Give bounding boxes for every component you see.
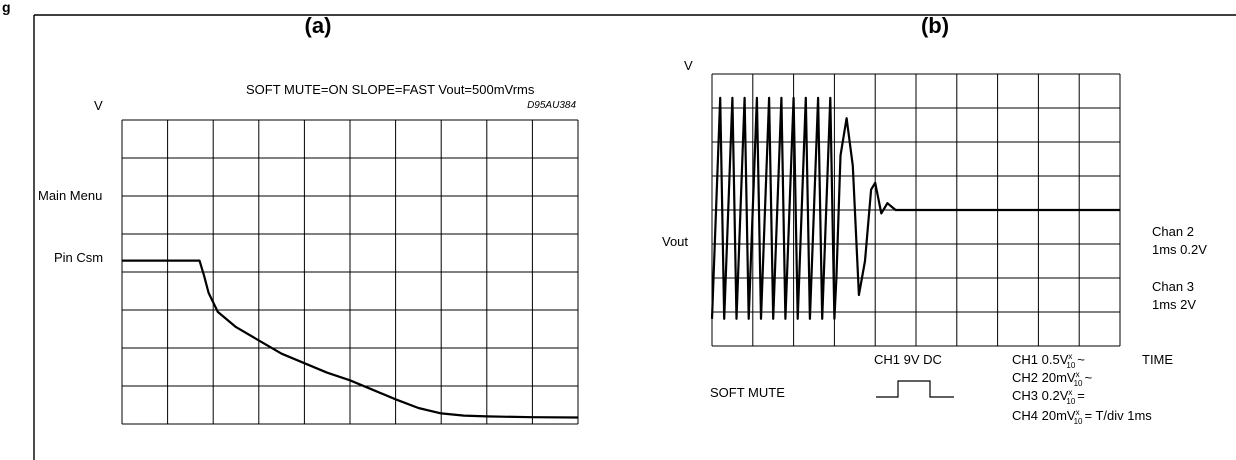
channel-setting-4: CH4 20mVx 10 = T/div 1ms xyxy=(1012,408,1152,426)
fig-corner-fragment: g xyxy=(2,0,11,15)
ch1-trigger-label: CH1 9V DC xyxy=(874,352,942,367)
panel-b-label: (b) xyxy=(921,13,949,38)
panel-a-main-menu-label: Main Menu xyxy=(38,188,102,203)
channel-setting-3: CH3 0.2Vx 10 = xyxy=(1012,388,1085,406)
panel-b-y-label: V xyxy=(684,58,693,73)
panel-b-chan2-label: Chan 2 xyxy=(1152,224,1194,239)
panel-b: (b) V Vout Chan 2 1ms 0.2V Chan 3 1ms 2V… xyxy=(662,13,1207,426)
panel-b-trace xyxy=(710,96,1120,320)
panel-b-chan3-setting: 1ms 2V xyxy=(1152,297,1196,312)
channel-settings: CH1 0.5Vx 10 ~ CH2 20mVx 10 ~ CH3 0.2Vx 10 = C… xyxy=(1012,352,1152,426)
panel-a-trace xyxy=(122,259,579,419)
soft-mute-pulse xyxy=(876,380,954,398)
channel-setting-1: CH1 0.5Vx 10 ~ xyxy=(1012,352,1085,370)
panel-a-title: SOFT MUTE=ON SLOPE=FAST Vout=500mVrms xyxy=(246,82,535,97)
panel-a-y-label: V xyxy=(94,98,103,113)
panel-b-chan2-setting: 1ms 0.2V xyxy=(1152,242,1207,257)
panel-b-vout-label: Vout xyxy=(662,234,688,249)
panel-b-chan3-label: Chan 3 xyxy=(1152,279,1194,294)
time-label: TIME xyxy=(1142,352,1173,367)
panel-a-label: (a) xyxy=(305,13,332,38)
soft-mute-label: SOFT MUTE xyxy=(710,385,785,400)
panel-a-pin-csm-label: Pin Csm xyxy=(54,250,103,265)
panel-a: (a) SOFT MUTE=ON SLOPE=FAST Vout=500mVrm… xyxy=(38,13,579,425)
panel-a-code: D95AU384 xyxy=(527,100,576,111)
channel-setting-2: CH2 20mVx 10 ~ xyxy=(1012,370,1092,388)
panel-a-grid xyxy=(121,119,579,425)
